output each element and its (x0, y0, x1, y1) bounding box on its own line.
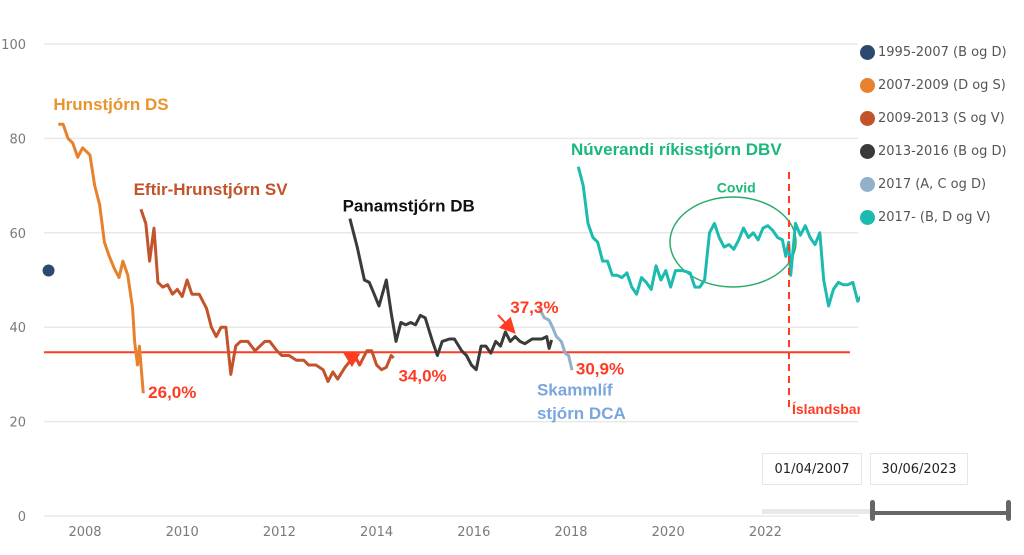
annotation-label: Skammlíf (537, 381, 613, 400)
y-tick-label: 100 (1, 38, 26, 53)
covid-ellipse-group (669, 196, 797, 288)
series-line (139, 208, 395, 383)
gridlines (44, 43, 858, 517)
covid-ellipse (669, 196, 797, 288)
start-date-input[interactable]: 01/04/2007 (762, 453, 862, 485)
annotation-label: Hrunstjórn DS (53, 95, 168, 114)
legend-dot-icon (860, 210, 875, 225)
y-tick-label: 0 (18, 510, 26, 525)
legend: 1995-2007 (B og D) 2007-2009 (D og S) 20… (860, 36, 1007, 234)
legend-label: 2009-2013 (S og V) (878, 111, 1005, 126)
annotation-label: 30,9% (576, 359, 624, 378)
legend-item-2013-2016[interactable]: 2013-2016 (B og D) (860, 135, 1007, 168)
x-tick-label: 2012 (263, 525, 296, 540)
legend-item-2009-2013[interactable]: 2009-2013 (S og V) (860, 102, 1007, 135)
event-line-group: Íslandsbankamálið (788, 172, 860, 417)
x-tick-label: 2008 (68, 525, 101, 540)
legend-dot-icon (860, 45, 875, 60)
annotation-label: Covid (717, 180, 756, 196)
y-tick-label: 40 (9, 321, 26, 336)
y-tick-label: 80 (9, 132, 26, 147)
x-tick-label: 2020 (652, 525, 685, 540)
legend-dot-icon (860, 177, 875, 192)
annotation-arrow (497, 314, 516, 334)
legend-label: 2013-2016 (B og D) (878, 144, 1007, 159)
annotation-label: 26,0% (148, 383, 196, 402)
annotation-label: Núverandi ríkisstjórn DBV (571, 140, 782, 159)
x-tick-label: 2010 (166, 525, 199, 540)
legend-item-1995-2007[interactable]: 1995-2007 (B og D) (860, 36, 1007, 69)
series-line (576, 166, 860, 308)
y-tick-label: 60 (9, 227, 26, 242)
date-slider-end-handle[interactable] (1006, 500, 1011, 521)
series-line (58, 122, 145, 394)
series-line (538, 307, 574, 371)
x-tick-label: 2022 (749, 525, 782, 540)
reference-line-group: 34,7% (44, 351, 850, 354)
series-line (348, 218, 554, 372)
y-tick-label: 20 (9, 416, 26, 431)
annotation-label: Eftir-Hrunstjórn SV (134, 180, 289, 199)
annotation-label: Panamstjórn DB (343, 197, 475, 216)
annotation-arrows (342, 314, 516, 368)
legend-label: 1995-2007 (B og D) (878, 45, 1007, 60)
x-tick-label: 2018 (554, 525, 587, 540)
legend-item-2017[interactable]: 2017 (A, C og D) (860, 168, 1007, 201)
x-axis-ticks: 2008 2010 2012 2014 2016 2018 2020 2022 (68, 525, 781, 540)
legend-label: 2017- (B, D og V) (878, 210, 991, 225)
series-point (42, 264, 55, 277)
x-tick-label: 2016 (457, 525, 490, 540)
line-chart: 0 20 40 60 80 100 2008 2010 2012 2014 2016 2018 202… (1, 38, 860, 540)
date-slider-track[interactable] (762, 509, 872, 514)
annotation-arrow (342, 351, 363, 368)
legend-dot-icon (860, 111, 875, 126)
legend-item-2007-2009[interactable]: 2007-2009 (D og S) (860, 69, 1007, 102)
annotation-label: stjórn DCA (537, 404, 626, 423)
legend-dot-icon (860, 78, 875, 93)
annotations-group: Hrunstjórn DS Eftir-Hrunstjórn SV Panamstj… (53, 95, 782, 423)
annotation-label: 37,3% (510, 298, 558, 317)
end-date-input[interactable]: 30/06/2023 (870, 453, 968, 485)
event-line-label: Íslandsbankamálið (792, 401, 860, 417)
date-slider-start-handle[interactable] (870, 500, 875, 521)
legend-label: 2007-2009 (D og S) (878, 78, 1006, 93)
legend-dot-icon (860, 144, 875, 159)
legend-label: 2017 (A, C og D) (878, 177, 987, 192)
y-axis-ticks: 0 20 40 60 80 100 (1, 38, 26, 525)
date-slider-range[interactable] (872, 511, 1008, 515)
legend-item-2017-current[interactable]: 2017- (B, D og V) (860, 201, 1007, 234)
annotation-label: 34,0% (398, 366, 446, 385)
x-tick-label: 2014 (360, 525, 393, 540)
